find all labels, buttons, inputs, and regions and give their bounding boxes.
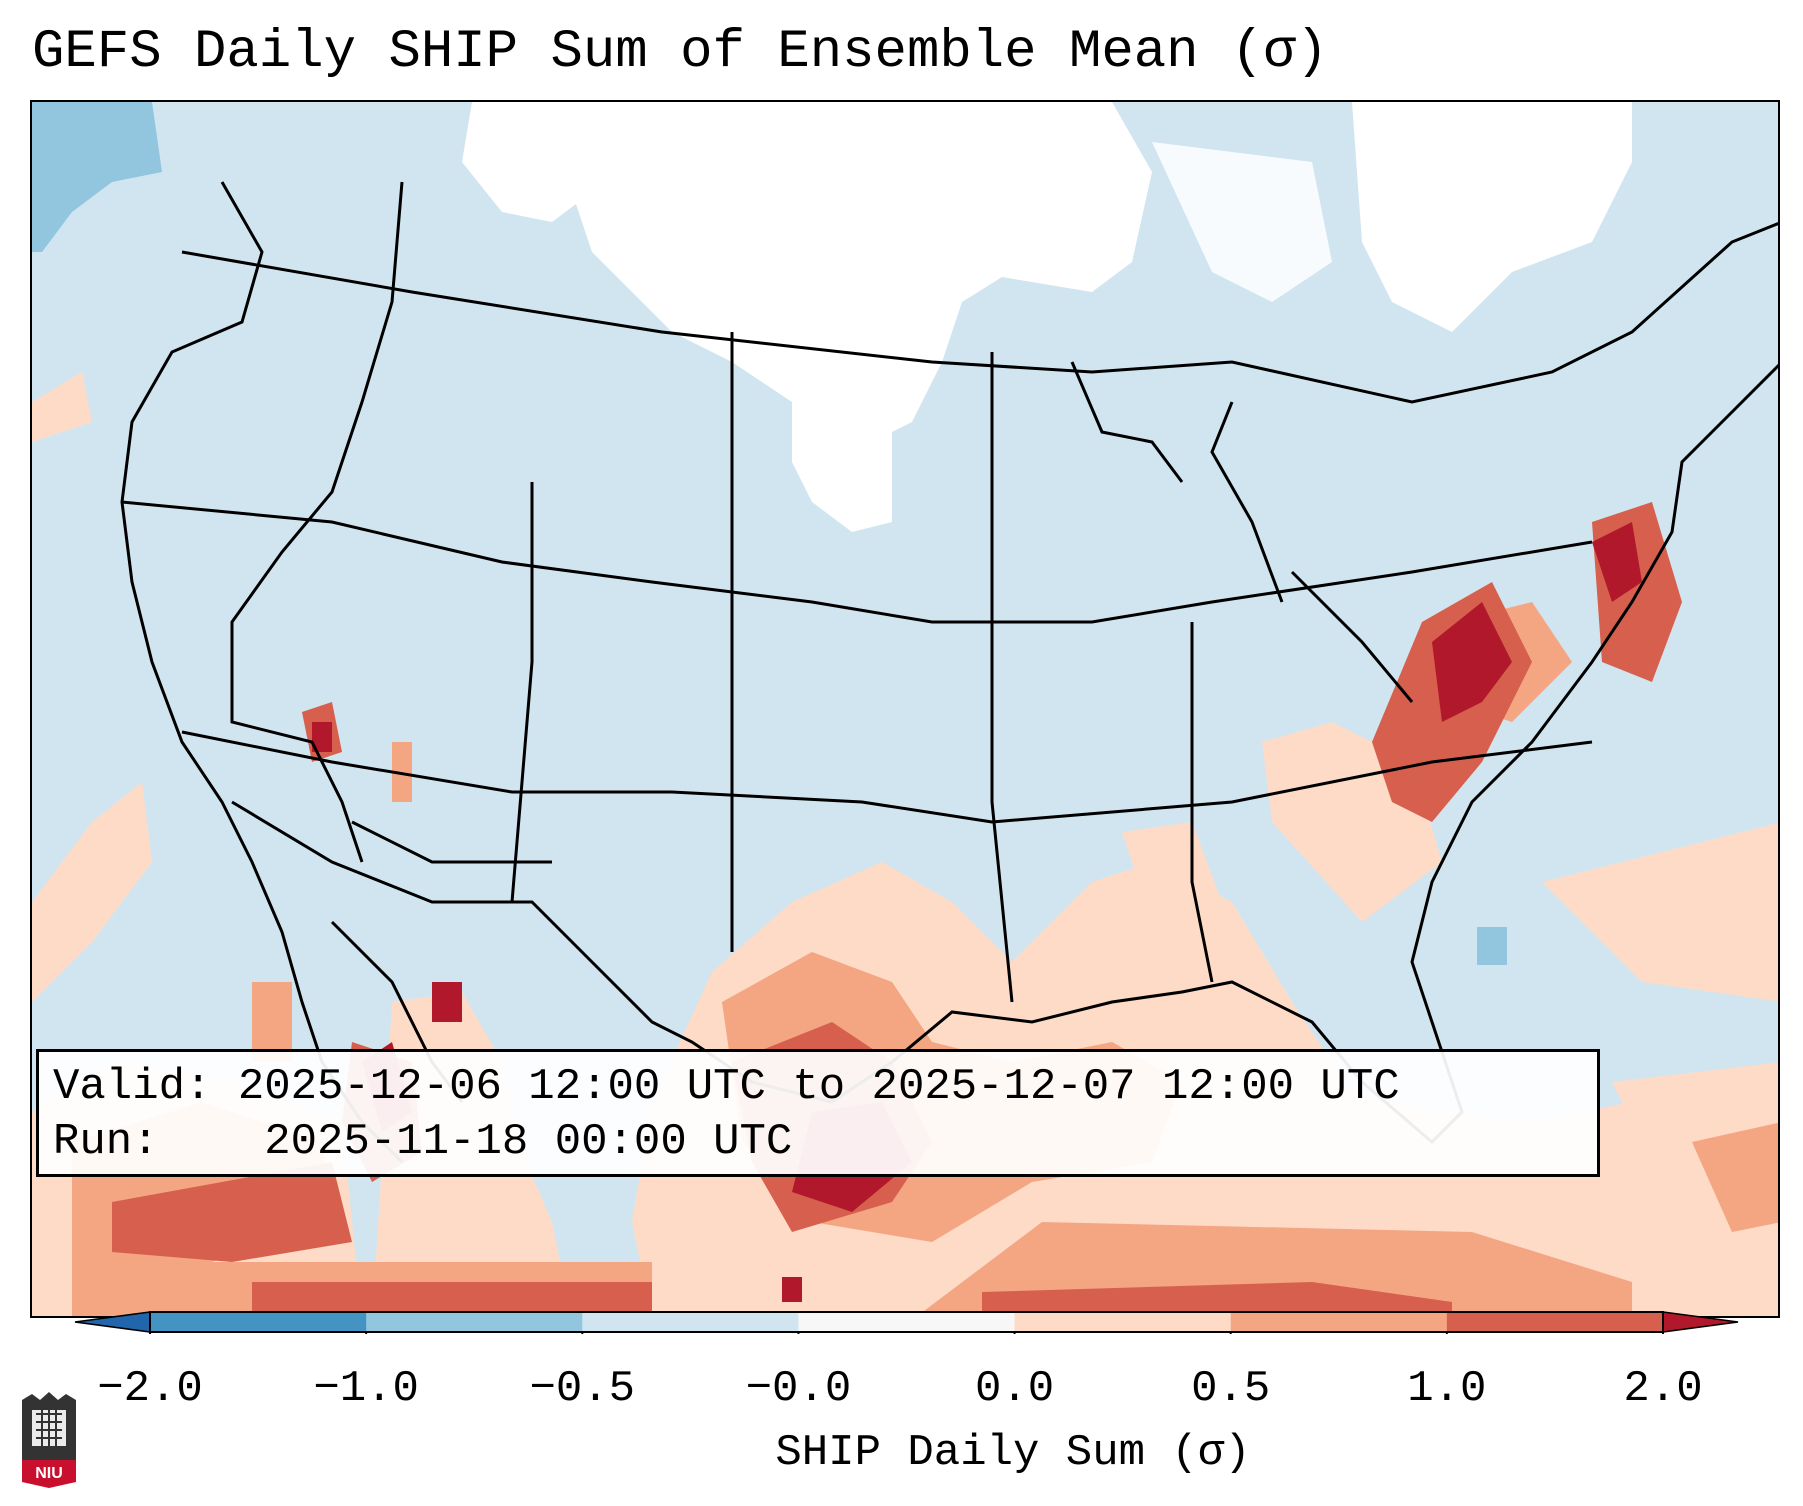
colorbar-segment (1014, 1312, 1232, 1332)
map-title: GEFS Daily SHIP Sum of Ensemble Mean (σ) (32, 22, 1329, 83)
colorbar-tick-label: 1.0 (1407, 1364, 1487, 1414)
negative-anomaly-region (32, 102, 1507, 965)
colorbar-tick-label: −2.0 (97, 1364, 203, 1414)
ship-anomaly-map (32, 102, 1778, 1316)
colorbar-segment (366, 1312, 583, 1332)
valid-label: Valid: (53, 1062, 212, 1112)
logo-text: NIU (35, 1465, 63, 1482)
validity-info-box: Valid: 2025-12-06 12:00 UTC to 2025-12-0… (36, 1049, 1600, 1177)
niu-logo-icon: NIU (18, 1392, 80, 1488)
colorbar-label: SHIP Daily Sum (σ) (775, 1428, 1251, 1478)
colorbar-segment (798, 1312, 1016, 1332)
colorbar-extend-low (74, 1311, 151, 1333)
colorbar-segment (1446, 1312, 1664, 1332)
colorbar-extend-high (1662, 1311, 1739, 1333)
colorbar-tick-label: −0.0 (745, 1364, 852, 1414)
run-label: Run: (53, 1117, 159, 1167)
colorbar-tick-label: 0.0 (974, 1364, 1055, 1414)
colorbar-tick-label: 2.0 (1623, 1364, 1703, 1414)
colorbar-tick-label: 0.5 (1191, 1364, 1271, 1414)
valid-value: 2025-12-06 12:00 UTC to 2025-12-07 12:00… (237, 1062, 1400, 1112)
colorbar-segment (582, 1312, 799, 1332)
run-value: 2025-11-18 00:00 UTC (264, 1117, 793, 1167)
colorbar-segment (150, 1312, 367, 1332)
colorbar-segment (1230, 1312, 1448, 1332)
colorbar-border (149, 1311, 1664, 1333)
near-zero-region (462, 102, 1632, 532)
map-borders (120, 181, 1778, 1164)
colorbar-tick-label: −0.5 (529, 1364, 636, 1414)
colorbar-tick-label: −1.0 (313, 1364, 419, 1414)
colorbar (74, 1311, 1739, 1334)
